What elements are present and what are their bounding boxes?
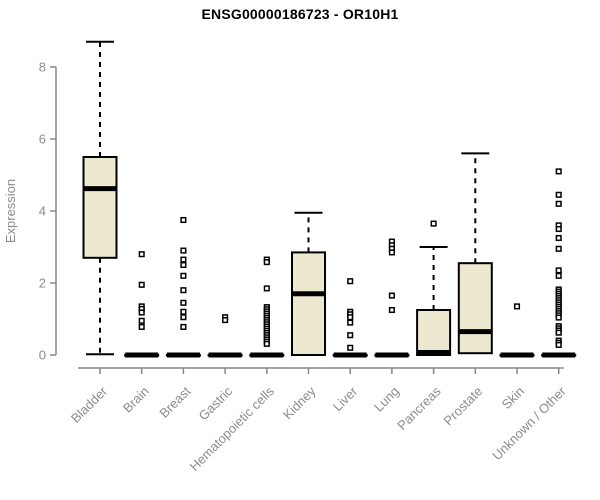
outlier-point [347, 344, 354, 351]
outlier-point [263, 285, 270, 292]
box-group-bladder [82, 40, 118, 356]
box [291, 251, 326, 356]
outlier-point [555, 168, 562, 175]
outlier-point [555, 267, 562, 274]
outlier-point [222, 317, 229, 324]
outlier-point [388, 249, 395, 256]
chart-title: ENSG00000186723 - OR10H1 [201, 6, 399, 22]
x-tick-label: Gastric [196, 383, 236, 423]
outlier-point [138, 323, 145, 330]
x-tick-label: Skin [499, 384, 527, 412]
outlier-point [180, 272, 187, 279]
outlier-point [555, 200, 562, 207]
box-group-hematopoietic-cells [249, 256, 285, 358]
outlier-point [555, 272, 562, 279]
outlier-point [180, 323, 187, 330]
outlier-point [180, 314, 187, 321]
box-group-liver [332, 278, 368, 358]
outlier-point [347, 278, 354, 285]
y-axis: 0 2 4 6 8 Expression [3, 60, 57, 363]
outlier-point [347, 314, 354, 321]
outlier-point [180, 308, 187, 315]
y-tick-label: 2 [39, 276, 46, 291]
box-group-breast [165, 216, 201, 358]
outlier-point [263, 259, 270, 266]
outlier-point [180, 247, 187, 254]
x-tick-label: Lung [371, 384, 402, 415]
x-tick-label: Liver [330, 383, 361, 414]
outlier-point [513, 303, 521, 310]
outlier-point [555, 191, 562, 198]
box-group-lung [374, 238, 410, 358]
outlier-point [263, 340, 270, 347]
x-tick-label: Breast [156, 383, 193, 420]
outlier-point [555, 225, 562, 233]
x-tick-label: Brain [120, 384, 152, 416]
outlier-point [180, 299, 187, 306]
box-group-skin [499, 303, 535, 358]
x-tick-label: Kidney [280, 383, 319, 422]
x-tick-label: Pancreas [394, 383, 444, 433]
outlier-point [388, 306, 395, 314]
x-tick-label: Prostate [441, 384, 486, 429]
y-tick-label: 0 [39, 348, 46, 363]
box-group-gastric [207, 314, 243, 358]
box-group-pancreas [416, 220, 452, 356]
box [416, 309, 452, 356]
y-tick-label: 4 [39, 204, 46, 219]
outlier-point [138, 251, 145, 258]
outlier-point [180, 287, 187, 294]
box-group-prostate [457, 152, 493, 355]
outlier-point [138, 309, 145, 316]
outlier-point [138, 317, 145, 324]
outlier-point [555, 245, 562, 252]
box-group-unknown-other [541, 168, 577, 358]
outlier-point [388, 292, 395, 299]
x-tick-label: Unknown / Other [489, 383, 569, 463]
outlier-point [555, 329, 562, 336]
outlier-point [180, 261, 187, 269]
box-group-brain [124, 251, 160, 358]
box-group-kidney [291, 211, 326, 356]
y-tick-label: 6 [39, 132, 46, 147]
outlier-point [555, 314, 562, 321]
y-tick-label: 8 [39, 60, 46, 75]
outlier-point [180, 216, 187, 224]
x-tick-label: Bladder [68, 383, 111, 426]
outlier-point [347, 319, 354, 326]
box [82, 156, 118, 259]
outlier-point [138, 281, 145, 288]
outlier-point [430, 220, 437, 227]
box [457, 262, 493, 355]
outlier-point [180, 256, 187, 263]
outlier-point [347, 332, 354, 339]
outlier-point [555, 234, 562, 242]
outlier-point [555, 341, 562, 348]
y-axis-label: Expression [3, 179, 18, 243]
